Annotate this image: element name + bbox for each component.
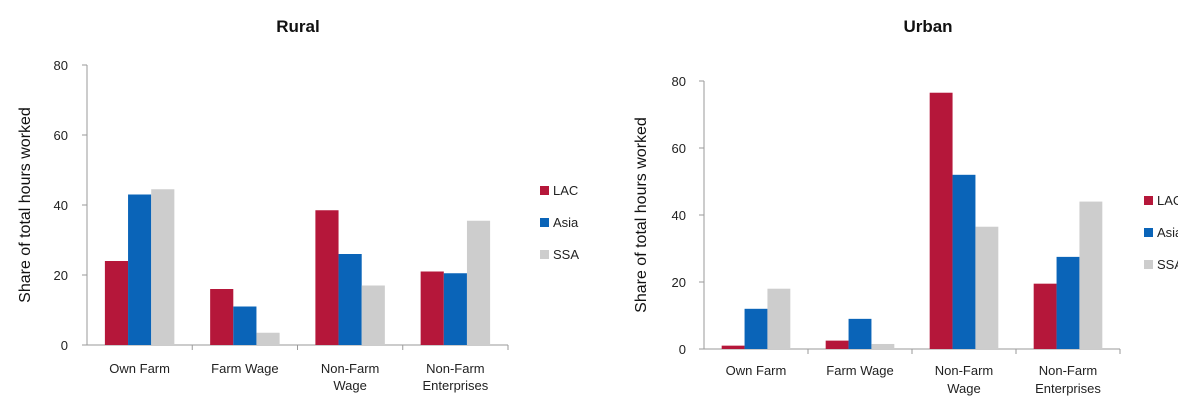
bar-ssa-0: [151, 189, 175, 345]
legend-label-lac: LAC: [1157, 193, 1178, 208]
legend-swatch-lac: [1144, 196, 1153, 205]
legend-label-lac: LAC: [553, 183, 578, 198]
y-axis-label: Share of total hours worked: [17, 107, 34, 303]
bar-ssa-3: [466, 220, 491, 345]
category-label: Farm Wage: [826, 363, 893, 378]
category-label: Non-Farm: [321, 361, 380, 376]
y-axis-label: Share of total hours worked: [633, 117, 650, 313]
bar-asia-2: [338, 254, 362, 345]
bar-asia-0: [744, 308, 768, 349]
y-tick-label: 60: [54, 128, 68, 143]
legend-swatch-ssa: [1144, 260, 1153, 269]
bar-lac-0: [104, 261, 129, 345]
category-label: Farm Wage: [211, 361, 278, 376]
legend-swatch-asia: [540, 218, 549, 227]
category-label: Wage: [947, 381, 980, 396]
bar-asia-1: [848, 318, 872, 349]
y-tick-label: 0: [679, 342, 686, 357]
bar-ssa-1: [871, 343, 895, 349]
category-label: Non-Farm: [1039, 363, 1098, 378]
category-label: Own Farm: [726, 363, 787, 378]
bar-lac-2: [929, 92, 953, 349]
chart-title: Urban: [903, 17, 952, 36]
legend-swatch-lac: [540, 186, 549, 195]
legend-swatch-ssa: [540, 250, 549, 259]
bar-asia-3: [443, 273, 467, 345]
category-label: Wage: [333, 378, 366, 393]
y-tick-label: 0: [61, 338, 68, 353]
category-label: Enterprises: [1035, 381, 1101, 396]
chart-urban: Urban Share of total hours worked 0 20 40 60 8…: [633, 17, 1178, 396]
legend-label-asia: Asia: [553, 215, 579, 230]
y-tick-label: 80: [672, 74, 686, 89]
bar-ssa-0: [767, 288, 791, 349]
bar-lac-3: [1033, 283, 1057, 349]
legend-label-ssa: SSA: [553, 247, 579, 262]
bar-ssa-3: [1079, 201, 1103, 349]
y-tick-label: 40: [54, 198, 68, 213]
legend-label-asia: Asia: [1157, 225, 1178, 240]
bar-lac-1: [825, 340, 849, 349]
bar-lac-3: [420, 271, 444, 345]
bar-lac-1: [210, 289, 234, 345]
y-tick-label: 20: [54, 268, 68, 283]
legend-swatch-asia: [1144, 228, 1153, 237]
category-label: Enterprises: [423, 378, 489, 393]
chart-title: Rural: [276, 17, 319, 36]
bar-lac-0: [721, 345, 745, 349]
y-tick-label: 20: [672, 275, 686, 290]
chart-rural: Rural Share of total hours worked 0 20 40 60 8…: [17, 17, 579, 393]
bar-lac-2: [315, 210, 339, 345]
bar-ssa-1: [256, 332, 280, 345]
category-label: Non-Farm: [935, 363, 994, 378]
category-label: Non-Farm: [426, 361, 485, 376]
legend-label-ssa: SSA: [1157, 257, 1178, 272]
bar-asia-3: [1056, 256, 1080, 349]
y-tick-label: 40: [672, 208, 686, 223]
y-tick-label: 80: [54, 58, 68, 73]
y-tick-label: 60: [672, 141, 686, 156]
bar-asia-1: [233, 306, 257, 345]
category-label: Own Farm: [109, 361, 170, 376]
bar-ssa-2: [361, 285, 385, 345]
bar-asia-2: [952, 174, 976, 349]
bar-asia-0: [128, 194, 152, 345]
bar-ssa-2: [975, 226, 999, 349]
